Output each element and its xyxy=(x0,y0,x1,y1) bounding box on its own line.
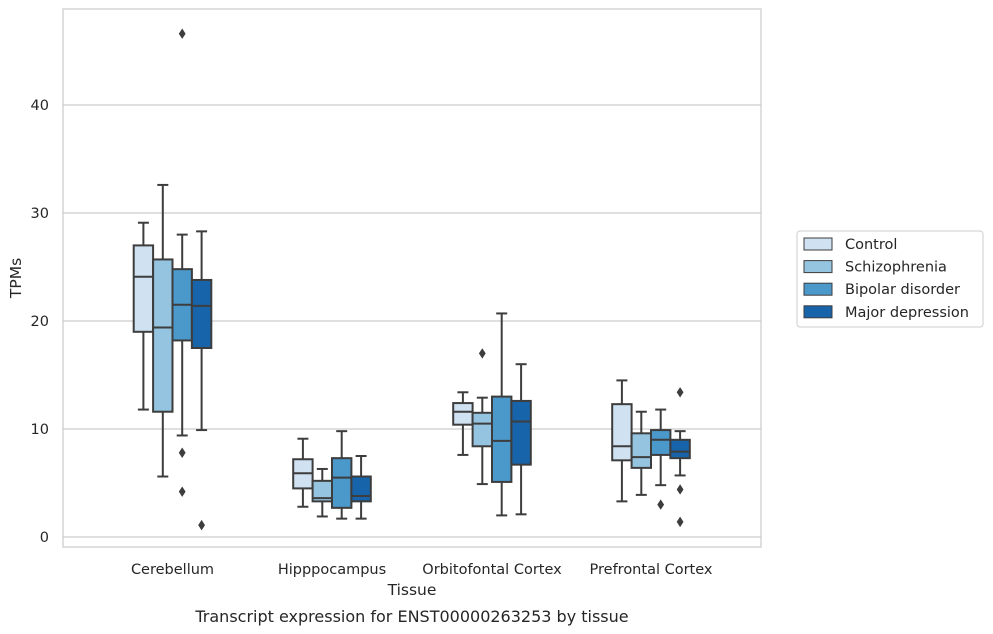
iqr-box xyxy=(331,457,353,509)
y-tick-label: 20 xyxy=(31,314,49,330)
outlier-point xyxy=(676,387,684,398)
y-tick-label: 0 xyxy=(40,530,49,546)
legend-swatch xyxy=(803,237,833,251)
x-axis-label: Tissue xyxy=(387,581,437,599)
iqr-box xyxy=(350,475,372,503)
box xyxy=(350,455,372,520)
iqr-box xyxy=(471,411,494,448)
outlier-point xyxy=(198,519,205,531)
plot-area-frame xyxy=(62,8,762,548)
legend-swatch xyxy=(803,260,833,274)
iqr-box xyxy=(611,403,633,462)
x-tick-label: Cerebellum xyxy=(131,562,214,578)
outlier-point xyxy=(676,516,684,528)
box xyxy=(311,467,334,518)
box-series xyxy=(132,28,691,531)
legend-swatch xyxy=(803,305,833,319)
box xyxy=(491,312,513,517)
iqr-box xyxy=(152,258,174,413)
box xyxy=(152,183,174,478)
series-bipolar-disorder xyxy=(171,28,672,520)
y-tick-label: 30 xyxy=(31,206,49,222)
box xyxy=(510,363,532,516)
box xyxy=(630,410,652,496)
box xyxy=(132,221,155,411)
legend-label: Schizophrenia xyxy=(845,260,947,276)
iqr-box xyxy=(630,432,652,469)
iqr-box xyxy=(669,438,691,460)
iqr-box xyxy=(132,244,155,333)
iqr-box xyxy=(190,278,213,349)
outlier-point xyxy=(178,486,186,497)
box xyxy=(292,437,314,508)
box xyxy=(471,348,494,486)
legend: Control Schizophrenia Bipolar disorder Majo… xyxy=(796,230,984,328)
box xyxy=(171,28,193,497)
iqr-box xyxy=(510,399,532,466)
y-tick-labels: 0 10 20 30 40 xyxy=(31,98,49,546)
legend-frame xyxy=(796,230,984,328)
legend-label: Major depression xyxy=(845,305,969,321)
box xyxy=(190,230,213,531)
iqr-box xyxy=(452,402,474,426)
outlier-point xyxy=(676,484,684,495)
box xyxy=(611,379,633,503)
outlier-point xyxy=(478,348,486,359)
series-major-depression xyxy=(190,230,691,531)
outlier-point xyxy=(178,447,186,458)
y-axis-label: TPMs xyxy=(7,258,25,299)
y-tick-label: 10 xyxy=(31,422,49,438)
series-control xyxy=(132,221,633,508)
y-tick-label: 40 xyxy=(31,98,49,114)
x-tick-labels: Cerebellum Hipppocampus Orbitofontal Corte… xyxy=(131,562,713,578)
box xyxy=(331,430,353,520)
box xyxy=(669,387,691,528)
x-tick-label: Hipppocampus xyxy=(278,562,386,578)
box xyxy=(650,408,672,510)
outlier-point xyxy=(657,499,665,510)
legend-label: Bipolar disorder xyxy=(845,282,960,298)
box xyxy=(452,391,474,456)
iqr-box xyxy=(491,395,513,483)
series-schizophrenia xyxy=(152,183,652,518)
chart-caption: Transcript expression for ENST0000026325… xyxy=(194,607,628,626)
x-tick-label: Orbitofontal Cortex xyxy=(422,562,562,578)
x-tick-label: Prefrontal Cortex xyxy=(590,562,713,578)
iqr-box xyxy=(650,429,672,456)
outlier-point xyxy=(178,28,186,39)
legend-swatch xyxy=(803,282,833,296)
legend-label: Control xyxy=(845,237,897,253)
